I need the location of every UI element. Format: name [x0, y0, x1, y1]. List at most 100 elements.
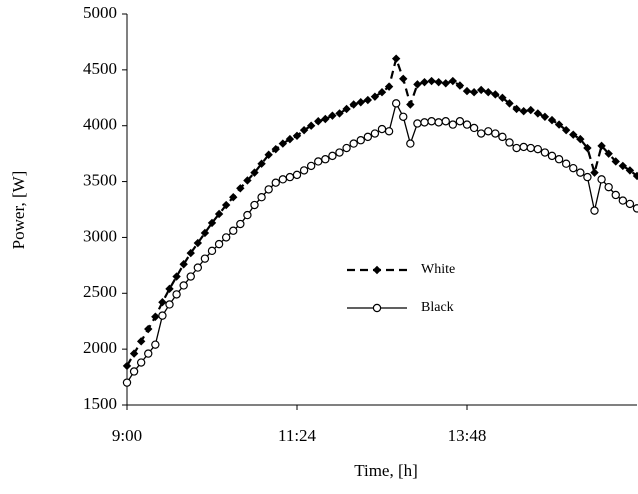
- marker: [151, 340, 160, 349]
- marker: [363, 132, 373, 142]
- marker: [406, 139, 415, 148]
- marker: [420, 118, 429, 127]
- marker: [505, 99, 514, 108]
- marker: [250, 200, 259, 210]
- series-line: [126, 101, 638, 384]
- marker: [214, 239, 224, 249]
- marker: [427, 117, 436, 126]
- y-tick-label: 2000: [83, 338, 117, 357]
- marker: [561, 125, 571, 135]
- marker: [292, 131, 302, 140]
- marker: [264, 150, 273, 159]
- legend-marker: [372, 303, 382, 313]
- marker: [172, 290, 181, 299]
- marker: [434, 77, 443, 87]
- marker: [533, 144, 543, 154]
- marker: [299, 166, 309, 175]
- marker: [597, 141, 606, 151]
- marker: [604, 149, 613, 158]
- marker: [243, 210, 252, 220]
- marker: [399, 74, 408, 83]
- marker: [476, 85, 486, 95]
- marker: [561, 159, 571, 168]
- marker: [122, 378, 132, 387]
- marker: [448, 120, 458, 129]
- marker: [441, 117, 450, 126]
- marker: [611, 157, 620, 166]
- marker: [349, 100, 358, 109]
- marker: [129, 349, 139, 358]
- marker: [129, 367, 139, 376]
- y-tick-label: 5000: [83, 3, 117, 22]
- marker: [569, 163, 578, 173]
- marker: [207, 246, 217, 256]
- marker: [236, 219, 245, 229]
- marker: [370, 92, 380, 101]
- marker: [264, 185, 273, 194]
- marker: [618, 161, 628, 171]
- marker: [122, 361, 132, 371]
- marker: [632, 171, 638, 181]
- marker: [377, 88, 387, 97]
- marker: [413, 119, 422, 128]
- marker: [526, 143, 535, 153]
- marker: [505, 138, 514, 147]
- marker: [179, 281, 188, 290]
- marker: [583, 172, 592, 182]
- marker: [172, 272, 181, 281]
- marker: [299, 125, 309, 135]
- marker: [144, 349, 153, 358]
- marker: [625, 199, 635, 209]
- marker: [547, 115, 557, 125]
- marker: [498, 93, 507, 102]
- marker: [484, 88, 493, 97]
- marker: [328, 151, 337, 161]
- marker: [285, 172, 295, 182]
- marker: [476, 129, 486, 138]
- marker: [214, 209, 224, 219]
- marker: [200, 254, 210, 263]
- x-tick-label: 13:48: [448, 426, 487, 445]
- marker: [193, 238, 203, 248]
- marker: [632, 204, 638, 213]
- marker: [611, 190, 620, 200]
- y-tick-label: 4500: [83, 59, 117, 78]
- x-axis-label: Time, [h]: [354, 461, 418, 480]
- marker: [165, 300, 174, 309]
- marker: [186, 272, 195, 281]
- marker: [625, 166, 635, 175]
- marker: [384, 127, 394, 136]
- marker: [314, 157, 323, 166]
- marker: [554, 155, 564, 164]
- marker: [569, 130, 578, 139]
- marker: [391, 54, 401, 63]
- marker: [462, 86, 472, 96]
- marker: [420, 77, 429, 87]
- marker: [491, 129, 500, 138]
- legend-marker: [372, 265, 382, 275]
- marker: [519, 106, 528, 116]
- marker: [519, 142, 528, 152]
- x-tick-label: 11:24: [278, 426, 317, 445]
- marker: [278, 139, 288, 148]
- series-line: [126, 54, 638, 367]
- marker: [271, 144, 280, 154]
- x-tick-label: 9:00: [112, 426, 142, 445]
- marker: [441, 79, 450, 88]
- marker: [221, 200, 231, 210]
- marker: [271, 178, 280, 187]
- marker: [335, 109, 344, 118]
- y-tick-label: 3500: [83, 170, 117, 189]
- y-tick-label: 4000: [83, 115, 117, 134]
- marker: [554, 120, 564, 129]
- marker: [512, 104, 521, 114]
- marker: [165, 284, 174, 294]
- marker: [179, 260, 188, 269]
- marker: [377, 124, 387, 134]
- marker: [349, 139, 358, 148]
- plot-area: [122, 54, 638, 387]
- marker: [547, 151, 557, 161]
- marker: [597, 175, 606, 184]
- marker: [144, 324, 153, 334]
- marker: [469, 123, 479, 133]
